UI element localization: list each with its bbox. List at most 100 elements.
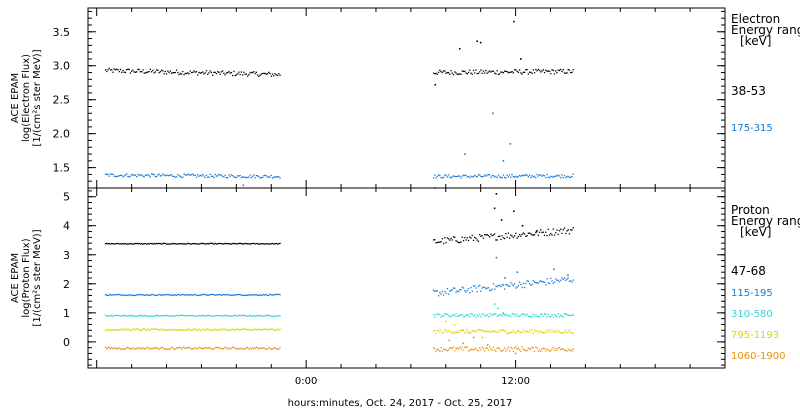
data-point xyxy=(197,329,199,332)
data-point xyxy=(494,72,496,74)
data-point xyxy=(210,242,213,245)
data-point xyxy=(113,329,115,331)
data-point xyxy=(504,277,506,279)
data-point xyxy=(470,175,472,177)
data-point xyxy=(513,313,516,316)
data-point xyxy=(174,348,176,350)
data-point xyxy=(486,72,488,74)
data-point xyxy=(437,295,440,297)
data-point xyxy=(500,329,502,331)
data-point xyxy=(132,243,134,245)
data-point xyxy=(265,314,267,316)
data-point xyxy=(541,331,543,334)
data-point xyxy=(491,288,493,290)
data-point xyxy=(567,314,569,316)
data-point xyxy=(132,69,134,71)
data-point xyxy=(518,349,521,351)
data-point xyxy=(160,315,163,317)
data-point xyxy=(454,236,456,238)
data-point xyxy=(470,286,472,289)
data-point xyxy=(121,174,123,176)
data-point xyxy=(202,293,204,296)
data-point xyxy=(178,328,180,331)
data-point xyxy=(502,174,505,176)
data-point xyxy=(149,242,152,245)
data-point xyxy=(113,314,115,317)
data-point xyxy=(547,313,549,315)
data-point xyxy=(215,346,218,349)
data-point xyxy=(525,350,527,352)
data-point xyxy=(189,347,191,349)
data-point xyxy=(142,347,144,349)
data-point xyxy=(558,230,561,232)
data-point xyxy=(137,315,139,317)
data-point xyxy=(570,280,572,282)
data-point xyxy=(491,175,493,177)
data-point xyxy=(563,331,566,333)
data-point xyxy=(271,177,274,179)
data-point xyxy=(508,332,511,334)
data-point xyxy=(440,293,442,295)
data-point xyxy=(274,347,276,349)
data-point xyxy=(264,294,266,296)
data-point xyxy=(439,174,441,177)
data-point xyxy=(551,234,553,236)
data-point xyxy=(560,332,562,334)
data-point xyxy=(213,348,215,350)
data-point xyxy=(165,73,168,75)
data-point xyxy=(238,175,240,177)
data-point xyxy=(106,294,108,296)
data-point xyxy=(258,75,260,78)
data-point xyxy=(442,331,445,333)
data-point xyxy=(546,316,548,318)
data-point xyxy=(279,177,281,179)
data-point xyxy=(153,294,155,296)
data-point xyxy=(461,286,463,288)
data-point xyxy=(476,40,478,43)
data-point xyxy=(168,348,170,350)
data-point xyxy=(533,175,536,177)
data-point xyxy=(219,174,221,176)
data-point xyxy=(170,243,173,245)
data-point xyxy=(447,71,450,74)
data-point xyxy=(541,281,543,283)
data-point xyxy=(508,174,511,176)
data-point xyxy=(515,175,517,178)
data-point xyxy=(261,329,264,331)
data-point xyxy=(435,72,437,75)
data-point xyxy=(445,313,447,316)
data-point xyxy=(139,243,142,245)
data-point xyxy=(219,73,221,75)
data-point xyxy=(142,69,144,71)
data-point xyxy=(108,346,110,349)
data-point xyxy=(254,294,256,296)
data-point xyxy=(137,348,139,350)
data-point xyxy=(250,315,253,317)
data-point xyxy=(121,348,123,350)
data-point xyxy=(489,236,491,238)
data-point xyxy=(185,293,188,296)
data-point xyxy=(144,315,147,317)
data-point xyxy=(266,314,269,316)
data-point xyxy=(214,242,216,245)
data-point xyxy=(490,331,492,334)
data-point xyxy=(180,314,183,316)
data-point xyxy=(185,72,188,75)
data-point xyxy=(106,315,108,317)
data-point xyxy=(456,347,458,349)
data-point xyxy=(522,71,525,73)
data-point xyxy=(500,313,502,316)
data-point xyxy=(266,294,269,297)
data-point xyxy=(145,315,148,317)
data-point xyxy=(466,289,468,292)
data-point xyxy=(132,346,134,349)
data-point xyxy=(143,242,145,245)
data-point xyxy=(148,329,150,331)
proton-legend-entry: 310-580 xyxy=(731,309,773,320)
data-point xyxy=(261,347,264,349)
data-point xyxy=(451,347,453,350)
data-point xyxy=(505,284,507,286)
data-point xyxy=(558,175,561,177)
data-point xyxy=(124,314,127,317)
